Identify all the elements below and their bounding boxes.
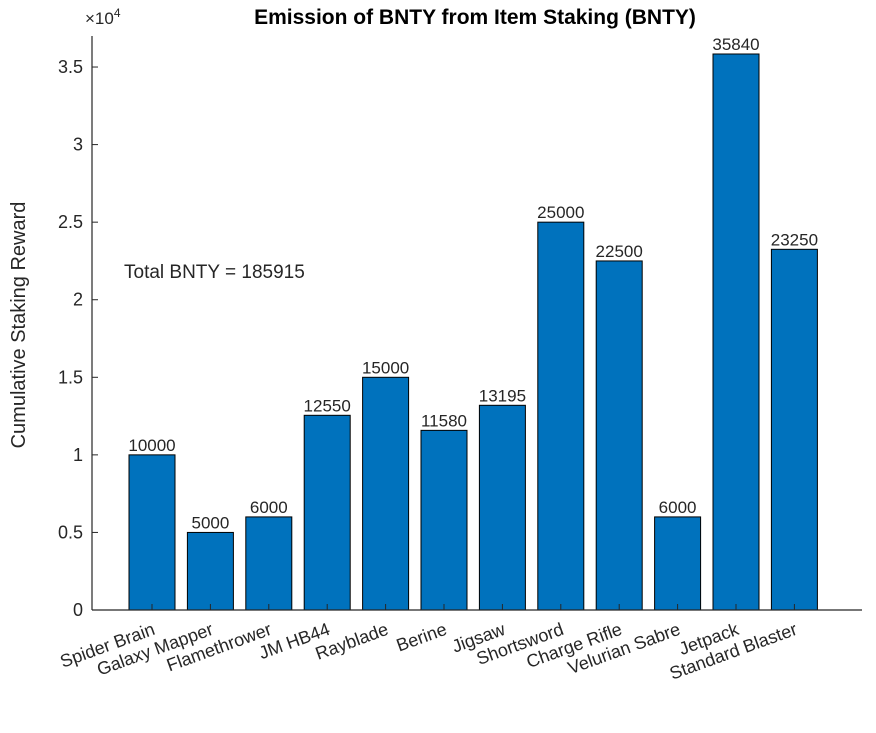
y-axis-exponent-power: 4 — [114, 6, 121, 20]
bar — [420, 429, 468, 611]
data-label: 13195 — [479, 386, 526, 405]
bar — [595, 260, 643, 611]
x-tick-label: Berine — [394, 619, 450, 656]
y-axis-label: Cumulative Staking Reward — [8, 202, 30, 449]
bar — [654, 516, 702, 611]
y-tick-label: 1.5 — [58, 367, 83, 387]
y-axis-exponent: ×104 — [85, 6, 121, 28]
bar — [303, 414, 351, 611]
y-tick-label: 1 — [73, 445, 83, 465]
chart-title: Emission of BNTY from Item Staking (BNTY… — [254, 6, 696, 29]
data-label: 35840 — [712, 35, 759, 54]
y-axis: 0 0.5 1 1.5 2 2.5 3 3.5 — [58, 57, 98, 620]
data-label: 23250 — [771, 230, 818, 249]
data-label: 6000 — [659, 498, 697, 517]
y-tick-label: 0.5 — [58, 522, 83, 542]
data-label: 12550 — [304, 396, 351, 415]
y-tick-label: 2 — [73, 290, 83, 310]
y-tick-label: 0 — [73, 600, 83, 620]
bar — [770, 248, 818, 611]
data-label: 22500 — [596, 242, 643, 261]
data-labels: 10000 5000 6000 12550 15000 11580 13195 25000 22… — [128, 35, 818, 532]
data-label: 25000 — [537, 203, 584, 222]
data-label: 10000 — [128, 436, 175, 455]
bar — [128, 454, 176, 611]
data-label: 15000 — [362, 358, 409, 377]
bars — [128, 53, 818, 611]
y-tick-label: 3.5 — [58, 57, 83, 77]
y-tick-label: 3 — [73, 135, 83, 155]
data-label: 5000 — [191, 513, 229, 532]
bar — [537, 221, 585, 611]
bar — [245, 516, 293, 611]
bar — [362, 376, 410, 611]
y-axis-exponent-base: ×10 — [85, 9, 114, 28]
bar — [186, 531, 234, 611]
data-label: 11580 — [421, 411, 467, 430]
bar — [712, 53, 760, 611]
bar — [478, 404, 526, 611]
total-annotation: Total BNTY = 185915 — [124, 262, 305, 283]
data-label: 6000 — [250, 498, 288, 517]
y-tick-label: 2.5 — [58, 212, 83, 232]
